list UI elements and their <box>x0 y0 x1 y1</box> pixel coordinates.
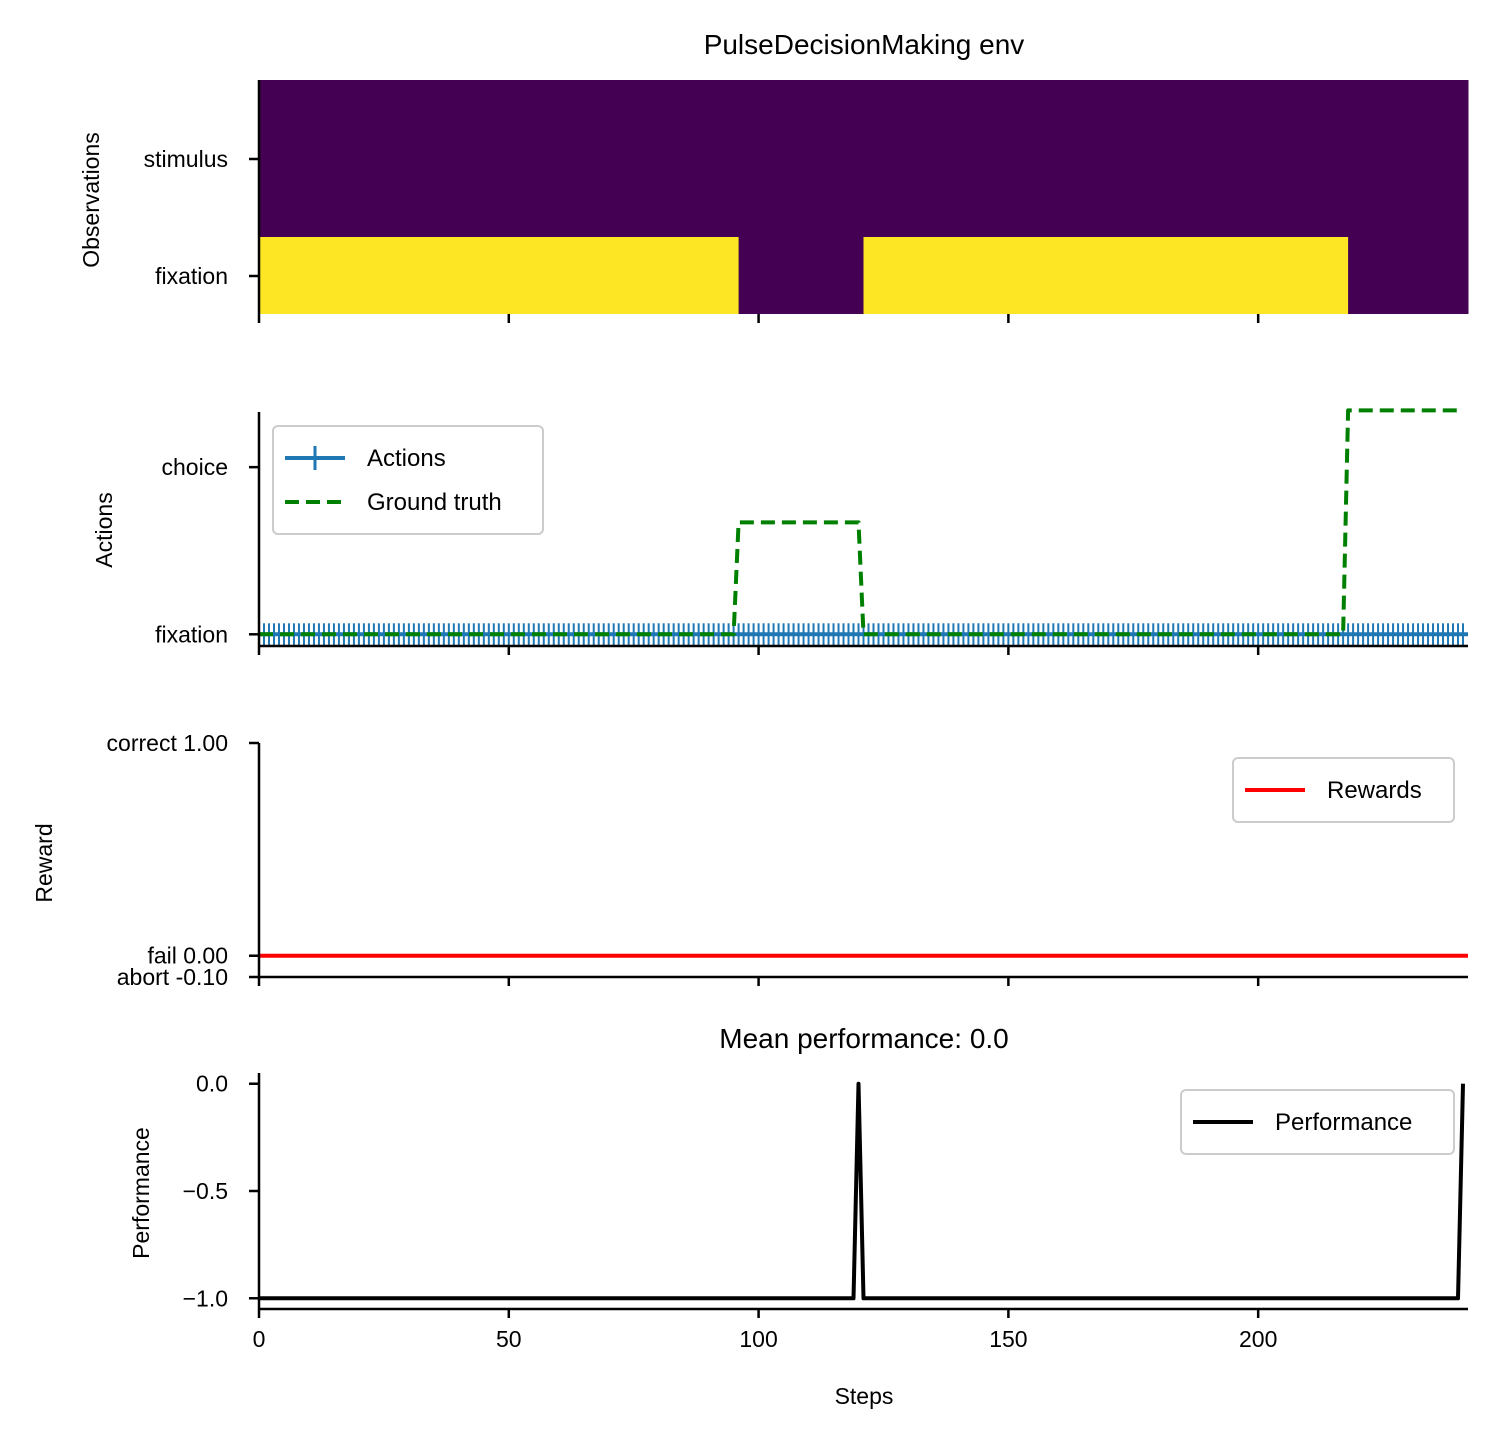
legend-frame <box>1180 1089 1455 1155</box>
performance-line <box>259 1081 1466 1301</box>
observations-ylabel: Observations <box>78 132 104 268</box>
performance-ytick-label: 0.0 <box>196 1071 228 1097</box>
performance-xtick-label: 0 <box>253 1326 266 1352</box>
performance-title: Mean performance: 0.0 <box>719 1023 1009 1054</box>
legend-frame <box>272 425 544 535</box>
legend-label-performance: Performance <box>1275 1109 1412 1136</box>
performance-ytick-label: −1.0 <box>183 1285 228 1311</box>
performance-xtick-label: 150 <box>989 1326 1027 1352</box>
heatmap-cell-fixation <box>1348 237 1469 314</box>
heatmap-cell-stimulus <box>259 80 1469 237</box>
legend-label-ground-truth: Ground truth <box>367 489 502 516</box>
performance-xtick-label: 200 <box>1239 1326 1277 1352</box>
legend-frame <box>1232 757 1455 823</box>
performance-xtick-label: 100 <box>739 1326 777 1352</box>
obs-ytick-label: fixation <box>155 263 228 289</box>
actions-ytick-label: choice <box>162 454 228 480</box>
actions-ylabel: Actions <box>91 492 117 567</box>
legend-label-actions: Actions <box>367 445 446 472</box>
actions-panel: fixation choice Actions Actions Ground tru… <box>91 408 1468 655</box>
performance-ylabel: Performance <box>128 1127 154 1259</box>
heatmap-cell-fixation <box>738 237 864 314</box>
steps-xlabel: Steps <box>835 1383 894 1409</box>
actions-legend: Actions Ground truth <box>272 425 544 535</box>
reward-ylabel: Reward <box>31 823 57 902</box>
heatmap-cell-fixation <box>259 237 740 314</box>
figure-title: PulseDecisionMaking env <box>704 29 1025 60</box>
reward-legend: Rewards <box>1232 757 1455 823</box>
reward-ytick-label: fail 0.00 <box>147 943 228 969</box>
performance-legend: Performance <box>1180 1089 1455 1155</box>
performance-xtick-label: 50 <box>496 1326 522 1352</box>
legend-label-rewards: Rewards <box>1327 777 1422 804</box>
reward-ytick-label: abort -0.10 <box>117 964 228 990</box>
reward-ytick-label: correct 1.00 <box>107 730 228 756</box>
ground-truth-line <box>259 408 1464 637</box>
performance-ytick-label: −0.5 <box>183 1178 228 1204</box>
heatmap-cell-fixation <box>863 237 1349 314</box>
actions-ytick-label: fixation <box>155 621 228 647</box>
observations-panel: PulseDecisionMaking env stimulus fixation… <box>78 29 1469 323</box>
performance-panel: Mean performance: 0.0 0.0 −0.5 −1.0 0 50 100 1… <box>128 1023 1468 1409</box>
obs-ytick-label: stimulus <box>144 146 228 172</box>
